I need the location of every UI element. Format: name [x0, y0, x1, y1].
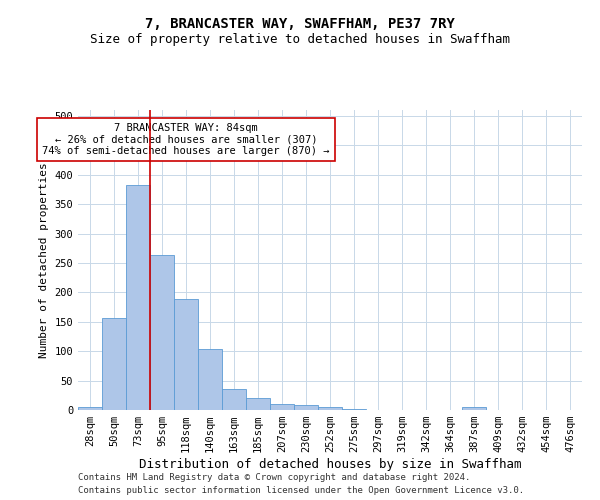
Bar [150, 256, 174, 410]
Bar [270, 404, 294, 410]
Bar [102, 318, 126, 410]
Bar [342, 409, 366, 410]
Bar [222, 390, 246, 410]
Bar [198, 350, 222, 410]
Bar [78, 407, 102, 410]
Text: 7 BRANCASTER WAY: 84sqm
← 26% of detached houses are smaller (307)
74% of semi-d: 7 BRANCASTER WAY: 84sqm ← 26% of detache… [42, 123, 330, 156]
X-axis label: Distribution of detached houses by size in Swaffham: Distribution of detached houses by size … [139, 458, 521, 471]
Text: Contains HM Land Registry data © Crown copyright and database right 2024.: Contains HM Land Registry data © Crown c… [78, 474, 470, 482]
Text: 7, BRANCASTER WAY, SWAFFHAM, PE37 7RY: 7, BRANCASTER WAY, SWAFFHAM, PE37 7RY [145, 18, 455, 32]
Bar [318, 407, 342, 410]
Text: Contains public sector information licensed under the Open Government Licence v3: Contains public sector information licen… [78, 486, 524, 495]
Bar [462, 407, 486, 410]
Bar [246, 398, 270, 410]
Text: Size of property relative to detached houses in Swaffham: Size of property relative to detached ho… [90, 32, 510, 46]
Y-axis label: Number of detached properties: Number of detached properties [39, 162, 49, 358]
Bar [174, 300, 198, 410]
Bar [294, 406, 318, 410]
Bar [126, 184, 150, 410]
